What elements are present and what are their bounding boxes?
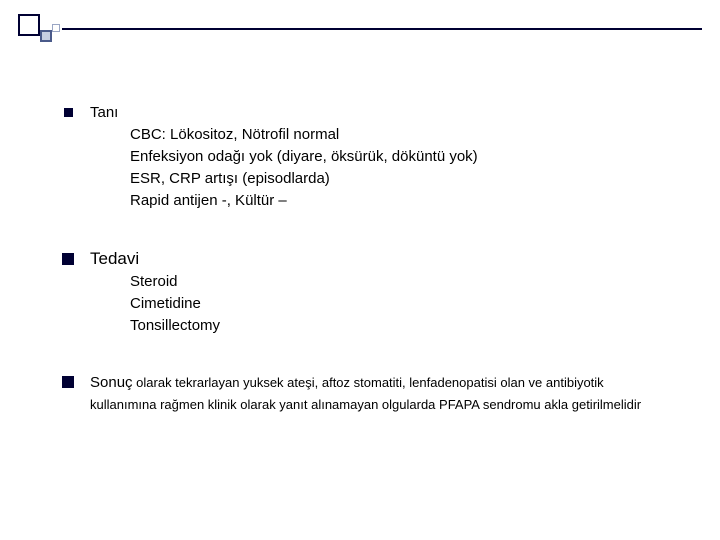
decor-square-large [18,14,40,36]
sonuc-lead: Sonuç [90,374,133,391]
section-title: Tanı [90,104,118,121]
section-title: Tedavi [90,249,139,268]
sonuc-rest: olarak tekrarlayan yuksek ateşi, aftoz s… [133,375,604,390]
bullet-icon [62,376,74,388]
list-item: Cimetidine [130,293,690,315]
section-head: Tanı [90,102,690,124]
section-head: Tedavi [90,248,690,271]
sonuc-text: Sonuç olarak tekrarlayan yuksek ateşi, a… [90,375,604,390]
list-item: Rapid antijen -, Kültür – [130,190,690,212]
content-area: Tanı CBC: Lökositoz, Nötrofil normal Enf… [90,102,690,442]
section-sonuc: Sonuç olarak tekrarlayan yuksek ateşi, a… [90,373,690,414]
section-tedavi: Tedavi Steroid Cimetidine Tonsillectomy [90,248,690,337]
section-tani: Tanı CBC: Lökositoz, Nötrofil normal Enf… [90,102,690,212]
decor-rule [62,28,702,30]
list-item: Steroid [130,271,690,293]
slide: Tanı CBC: Lökositoz, Nötrofil normal Enf… [0,0,720,540]
decor-square-mid [40,30,52,42]
decor-square-small [52,24,60,32]
list-item: ESR, CRP artışı (episodlarda) [130,168,690,190]
bullet-icon [62,253,74,265]
list-item: Tonsillectomy [130,315,690,337]
bullet-icon [64,108,73,117]
sonuc-text-line2: kullanımına rağmen klinik olarak yanıt a… [90,395,690,414]
list-item: Enfeksiyon odağı yok (diyare, öksürük, d… [130,146,690,168]
section-head: Sonuç olarak tekrarlayan yuksek ateşi, a… [90,373,690,395]
list-item: CBC: Lökositoz, Nötrofil normal [130,124,690,146]
